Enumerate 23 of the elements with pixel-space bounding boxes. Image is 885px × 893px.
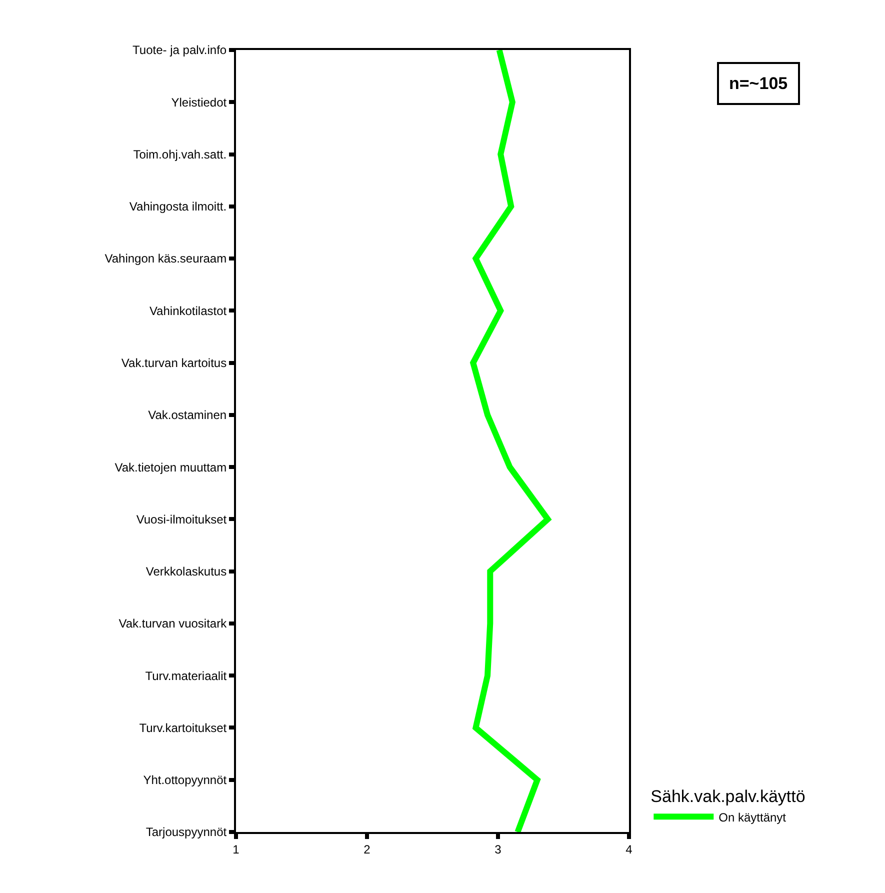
y-tick-label: Vak.turvan vuositark [118,616,228,631]
y-tick-label: Vuosi-ilmoitukset [136,512,228,526]
y-tick-label: Toim.ohj.vah.satt. [133,147,227,162]
y-tick-label: Turv.materiaalit [145,668,228,683]
y-tick-label: Vak.ostaminen [148,408,227,422]
x-tick-label: 2 [364,842,371,856]
y-tick-label: Vak.tietojen muuttam [114,460,227,474]
x-tick-label: 4 [626,842,633,856]
x-tick-label: 3 [494,842,502,856]
y-tick-label: Tuote- ja palv.info [132,43,227,58]
text: n=~105 [729,74,788,93]
legend-title: Sähk.vak.palv.käyttö [650,787,806,806]
y-tick-label: Vahingosta ilmoitt. [129,200,227,214]
y-tick-label: Turv.kartoitukset [139,720,228,735]
y-tick-label: Vahingon käs.seuraam [104,252,227,266]
y-tick-label: Vak.turvan kartoitus [121,356,227,370]
y-tick-label: Yleistiedot [171,95,228,110]
y-tick-label: Vahinkotilastot [149,304,228,318]
legend-label: On käyttänyt [718,810,787,824]
y-tick-label: Verkkolaskutus [146,564,227,579]
x-tick-label: 1 [232,842,240,856]
y-tick-label: Tarjouspyynnöt [146,825,228,840]
y-tick-label: Yht.ottopyynnöt [143,773,228,788]
